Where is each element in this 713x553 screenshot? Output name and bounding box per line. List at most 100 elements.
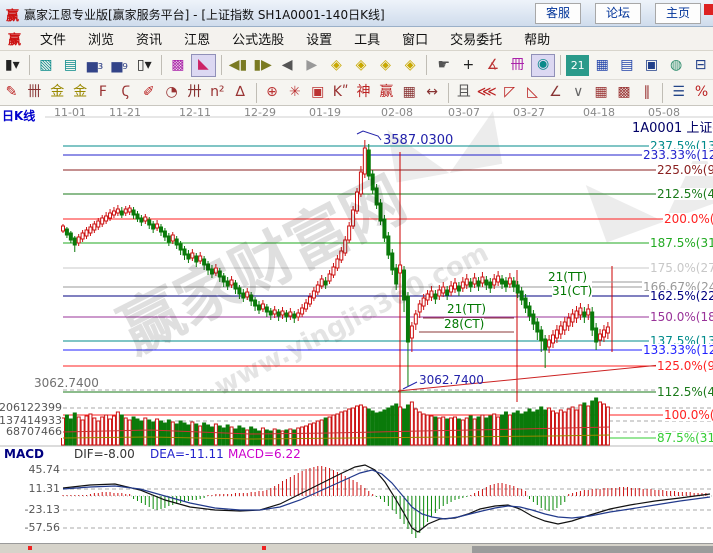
pattern-tool-icon[interactable]: ▩ <box>171 56 185 73</box>
star-burst-icon[interactable]: ✳ <box>288 84 301 100</box>
menu-bar: 赢 文件 浏览 资讯 江恩 公式选股 设置 工具 窗口 交易委托 帮助 <box>0 27 713 51</box>
gold-grid-1-icon[interactable]: 金 <box>50 84 65 100</box>
ruler-2-icon[interactable]: 卅 <box>187 84 202 100</box>
hand-tool-icon[interactable]: ☛ <box>437 56 451 73</box>
toolbar-separator <box>426 55 428 75</box>
date-tick-12-11: 12-11 <box>179 106 211 119</box>
k-wave-icon[interactable]: Κʺ <box>332 84 349 100</box>
parallel-lines-icon[interactable]: ∥ <box>643 84 651 100</box>
menu-item-3[interactable]: 江恩 <box>184 33 211 48</box>
bars-9-icon[interactable]: ▅₉ <box>111 56 128 73</box>
menu-item-8[interactable]: 交易委托 <box>450 33 503 48</box>
diamond-left-icon[interactable]: ◈ <box>330 56 342 73</box>
h-measure-icon[interactable]: ↔ <box>426 84 438 100</box>
first-page-icon[interactable]: ◀▮ <box>228 56 248 73</box>
menu-item-9[interactable]: 帮助 <box>524 33 551 48</box>
toolbar-separator <box>220 55 222 75</box>
angle-a-tool-icon[interactable]: ∆ <box>235 84 245 100</box>
forum-button[interactable]: 论坛 <box>595 3 641 24</box>
candle-dropdown-icon[interactable]: ▯▾ <box>136 56 152 73</box>
gold-grid-2-icon[interactable]: 金 <box>73 84 88 100</box>
symbol-label: 1A0001 上证指数 <box>632 121 713 136</box>
toolbar-separator <box>662 82 664 103</box>
indicator-flag-icon[interactable]: ◣ <box>191 53 216 77</box>
macd-dif-value: DIF=-8.00 <box>74 447 135 461</box>
shen-grid-icon[interactable]: 神 <box>356 84 371 100</box>
next-arrow-icon[interactable]: ▶ <box>306 56 318 73</box>
crosshair-tool-icon[interactable]: + <box>462 56 475 73</box>
printer-icon[interactable]: ⊟ <box>694 56 707 73</box>
wave-tool-icon[interactable]: ◉ <box>530 53 556 77</box>
gann-level-label-233.33: 233.33%(120 <box>642 149 713 161</box>
gann-fan-icon[interactable]: ⋘ <box>476 84 497 100</box>
scrollbar-thumb[interactable] <box>472 546 713 553</box>
bars-3-icon[interactable]: ▅₃ <box>86 56 104 73</box>
gann-count-box1-top: 21(TT) <box>447 302 487 316</box>
home-button[interactable]: 主页 <box>655 3 701 24</box>
window-tool-icon[interactable]: 且 <box>456 84 471 100</box>
gann-level-label-87.5: 87.5%(315 <box>656 432 713 444</box>
clock-circle-icon[interactable]: ◔ <box>165 84 178 100</box>
close-icon[interactable] <box>704 4 713 15</box>
gann-level-label-162.5: 162.5%(225 <box>649 290 713 302</box>
date-tick-03-07: 03-07 <box>448 106 480 119</box>
date-tick-04-18: 04-18 <box>583 106 615 119</box>
menu-item-0[interactable]: 文件 <box>40 33 67 48</box>
f-grid-icon[interactable]: F <box>98 84 107 100</box>
menu-item-2[interactable]: 资讯 <box>136 33 163 48</box>
angle-tool-icon[interactable]: ∡ <box>486 56 500 73</box>
macd-scale-0: 45.74 <box>28 463 60 476</box>
fan-box-icon[interactable]: ◸ <box>504 84 516 100</box>
grid-tool-icon[interactable]: 冊 <box>510 56 525 73</box>
menu-item-7[interactable]: 窗口 <box>402 33 429 48</box>
list-ruler-icon[interactable]: ☰ <box>672 84 685 100</box>
title-bar: 赢 赢家江恩专业版[赢家服务平台] - [上证指数 SH1A0001-140日K… <box>0 0 713 27</box>
net-save-icon[interactable]: ◍ <box>669 56 683 73</box>
n2-grid-icon[interactable]: n² <box>210 84 225 100</box>
diamond-right-icon[interactable]: ◈ <box>355 56 367 73</box>
toolbar-main: ▮▾ ▧ ▤ ▅₃ ▅₉ ▯▾ ▩ ◣ ◀▮ ▮▶ ◀ ▶ ◈ ◈ ◈ ◈ ☛ + ∡ 冊 ◉ 21 ▦ ▤ ▣ ◍ ⊟ <box>0 51 713 80</box>
spiral-tool-icon[interactable]: Ϛ <box>121 84 131 100</box>
notes-icon[interactable]: ▤ <box>620 56 634 73</box>
gann-ruler-icon[interactable]: 卌 <box>27 84 42 100</box>
last-page-icon[interactable]: ▮▶ <box>253 56 272 73</box>
date-tick-11-01: 11-01 <box>54 106 86 119</box>
date-tick-05-08: 05-08 <box>648 106 680 119</box>
diamond-down-icon[interactable]: ◈ <box>404 56 416 73</box>
calendar-21-icon[interactable]: 21 <box>566 54 589 76</box>
prev-arrow-icon[interactable]: ◀ <box>281 56 293 73</box>
menu-item-6[interactable]: 工具 <box>354 33 381 48</box>
toolbar-separator <box>28 55 30 75</box>
save-icon[interactable]: ▣ <box>644 56 659 73</box>
scroll-strip[interactable] <box>0 543 713 553</box>
fan-2-icon[interactable]: ◺ <box>527 84 538 100</box>
pen-2-icon[interactable]: ✐ <box>142 84 155 100</box>
menu-item-4[interactable]: 公式选股 <box>232 33 285 48</box>
kline-type-dropdown-icon[interactable]: ▮▾ <box>4 56 20 73</box>
service-button[interactable]: 客服 <box>535 3 581 24</box>
v-lines-icon[interactable]: ∨ <box>573 84 584 100</box>
square-spiral-icon[interactable]: ▣ <box>311 84 325 100</box>
time-grid-icon[interactable]: ▩ <box>617 84 631 100</box>
toolbar-separator <box>160 55 162 75</box>
ying-grid-icon[interactable]: 赢 <box>379 84 394 100</box>
menu-logo-icon: 赢 <box>8 33 22 48</box>
percent-tool-icon[interactable]: % <box>694 84 709 100</box>
menu-item-1[interactable]: 浏览 <box>88 33 115 48</box>
calendar-grid-icon[interactable]: ▦ <box>402 84 416 100</box>
clipboard-icon[interactable]: ▤ <box>63 56 78 73</box>
gann-pen-icon[interactable]: ✎ <box>5 84 18 100</box>
menu-item-5[interactable]: 设置 <box>306 33 333 48</box>
window-title: 赢家江恩专业版[赢家服务平台] - [上证指数 SH1A0001-140日K线] <box>24 8 385 22</box>
gann-count-box1-bottom: 28(CT) <box>444 317 485 331</box>
gann-level-label-133.33: 133.33%(120 <box>642 344 713 356</box>
price-grid-icon[interactable]: ▦ <box>594 84 608 100</box>
calculator-icon[interactable]: ▦ <box>595 56 609 73</box>
diamond-up-icon[interactable]: ◈ <box>380 56 391 73</box>
macd-scale-1: 11.31 <box>28 482 60 495</box>
angle-lines-icon[interactable]: ∠ <box>549 84 562 100</box>
circle-cross-icon[interactable]: ⊕ <box>266 84 278 100</box>
chart-pattern-icon[interactable]: ▧ <box>39 56 53 73</box>
